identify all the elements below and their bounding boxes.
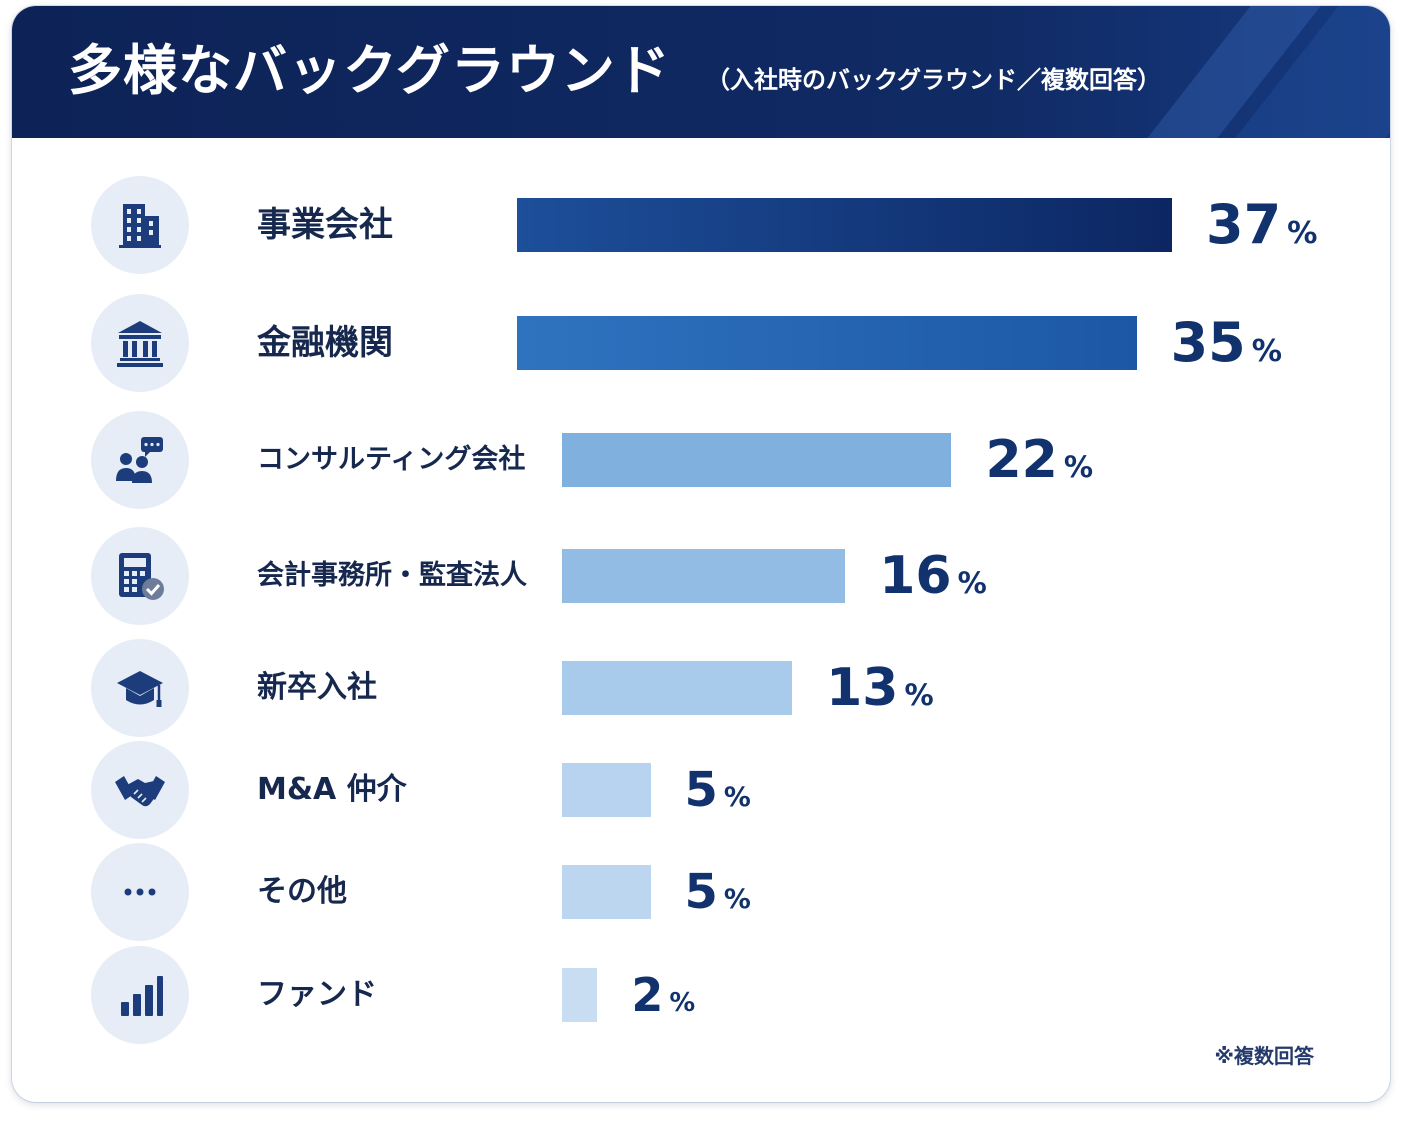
value-label: 5%	[685, 766, 751, 814]
value-number: 35	[1170, 311, 1246, 374]
category-label: 新卒入社	[257, 670, 377, 706]
value-unit: %	[1251, 334, 1283, 369]
office-building-icon	[119, 204, 161, 248]
value-label: 37%	[1206, 198, 1317, 252]
bar	[562, 433, 952, 487]
value-label: 22%	[985, 434, 1093, 486]
footnote: ※複数回答	[1214, 1044, 1314, 1068]
bar	[517, 316, 1137, 370]
value-unit: %	[957, 566, 987, 600]
value-number: 22	[985, 430, 1058, 490]
value-unit: %	[669, 988, 696, 1018]
category-label: 会計事務所・監査法人	[257, 560, 527, 592]
handshake-icon	[115, 776, 165, 807]
consulting-people-icon	[116, 437, 163, 483]
chart-title: 多様なバックグラウンド	[68, 39, 671, 102]
category-label: M&A 仲介	[257, 772, 407, 808]
bar	[562, 865, 651, 919]
category-icon-circle	[91, 411, 189, 509]
header-banner: 多様なバックグラウンド （入社時のバックグラウンド／複数回答）	[12, 6, 1390, 138]
value-label: 35%	[1171, 316, 1282, 370]
calculator-check-icon	[119, 553, 164, 600]
category-label: その他	[257, 874, 347, 910]
category-icon-circle	[91, 294, 189, 392]
value-unit: %	[723, 782, 751, 813]
graduation-cap-icon	[117, 671, 163, 707]
value-label: 5%	[685, 868, 751, 916]
chart-card: 多様なバックグラウンド （入社時のバックグラウンド／複数回答） 事業会社 37% 金…	[12, 6, 1390, 1102]
bar	[517, 198, 1172, 252]
bar	[562, 661, 793, 715]
category-label: 金融機関	[257, 322, 393, 363]
category-icon-circle	[91, 527, 189, 625]
category-icon-circle	[91, 741, 189, 839]
bar	[562, 763, 651, 817]
value-label: 16%	[879, 550, 987, 602]
category-icon-circle	[91, 639, 189, 737]
category-label: ファンド	[257, 977, 377, 1013]
category-label: 事業会社	[257, 204, 393, 245]
value-unit: %	[1287, 216, 1318, 251]
more-dots-icon	[124, 888, 156, 896]
chart-subtitle: （入社時のバックグラウンド／複数回答）	[706, 66, 1162, 94]
bank-icon	[117, 321, 163, 367]
value-label: 13%	[826, 662, 934, 714]
value-number: 13	[826, 658, 899, 718]
category-icon-circle	[91, 946, 189, 1044]
bar	[562, 549, 846, 603]
bar-chart-icon	[121, 976, 163, 1016]
bar	[562, 968, 598, 1022]
value-number: 2	[631, 968, 664, 1022]
category-label: コンサルティング会社	[257, 444, 526, 476]
value-number: 37	[1206, 193, 1282, 256]
value-number: 16	[879, 546, 952, 606]
value-number: 5	[684, 864, 718, 920]
value-unit: %	[723, 884, 751, 915]
value-label: 2%	[631, 972, 695, 1018]
category-icon-circle	[91, 176, 189, 274]
value-number: 5	[684, 762, 718, 818]
value-unit: %	[1063, 450, 1093, 484]
value-unit: %	[904, 678, 934, 712]
category-icon-circle	[91, 843, 189, 941]
